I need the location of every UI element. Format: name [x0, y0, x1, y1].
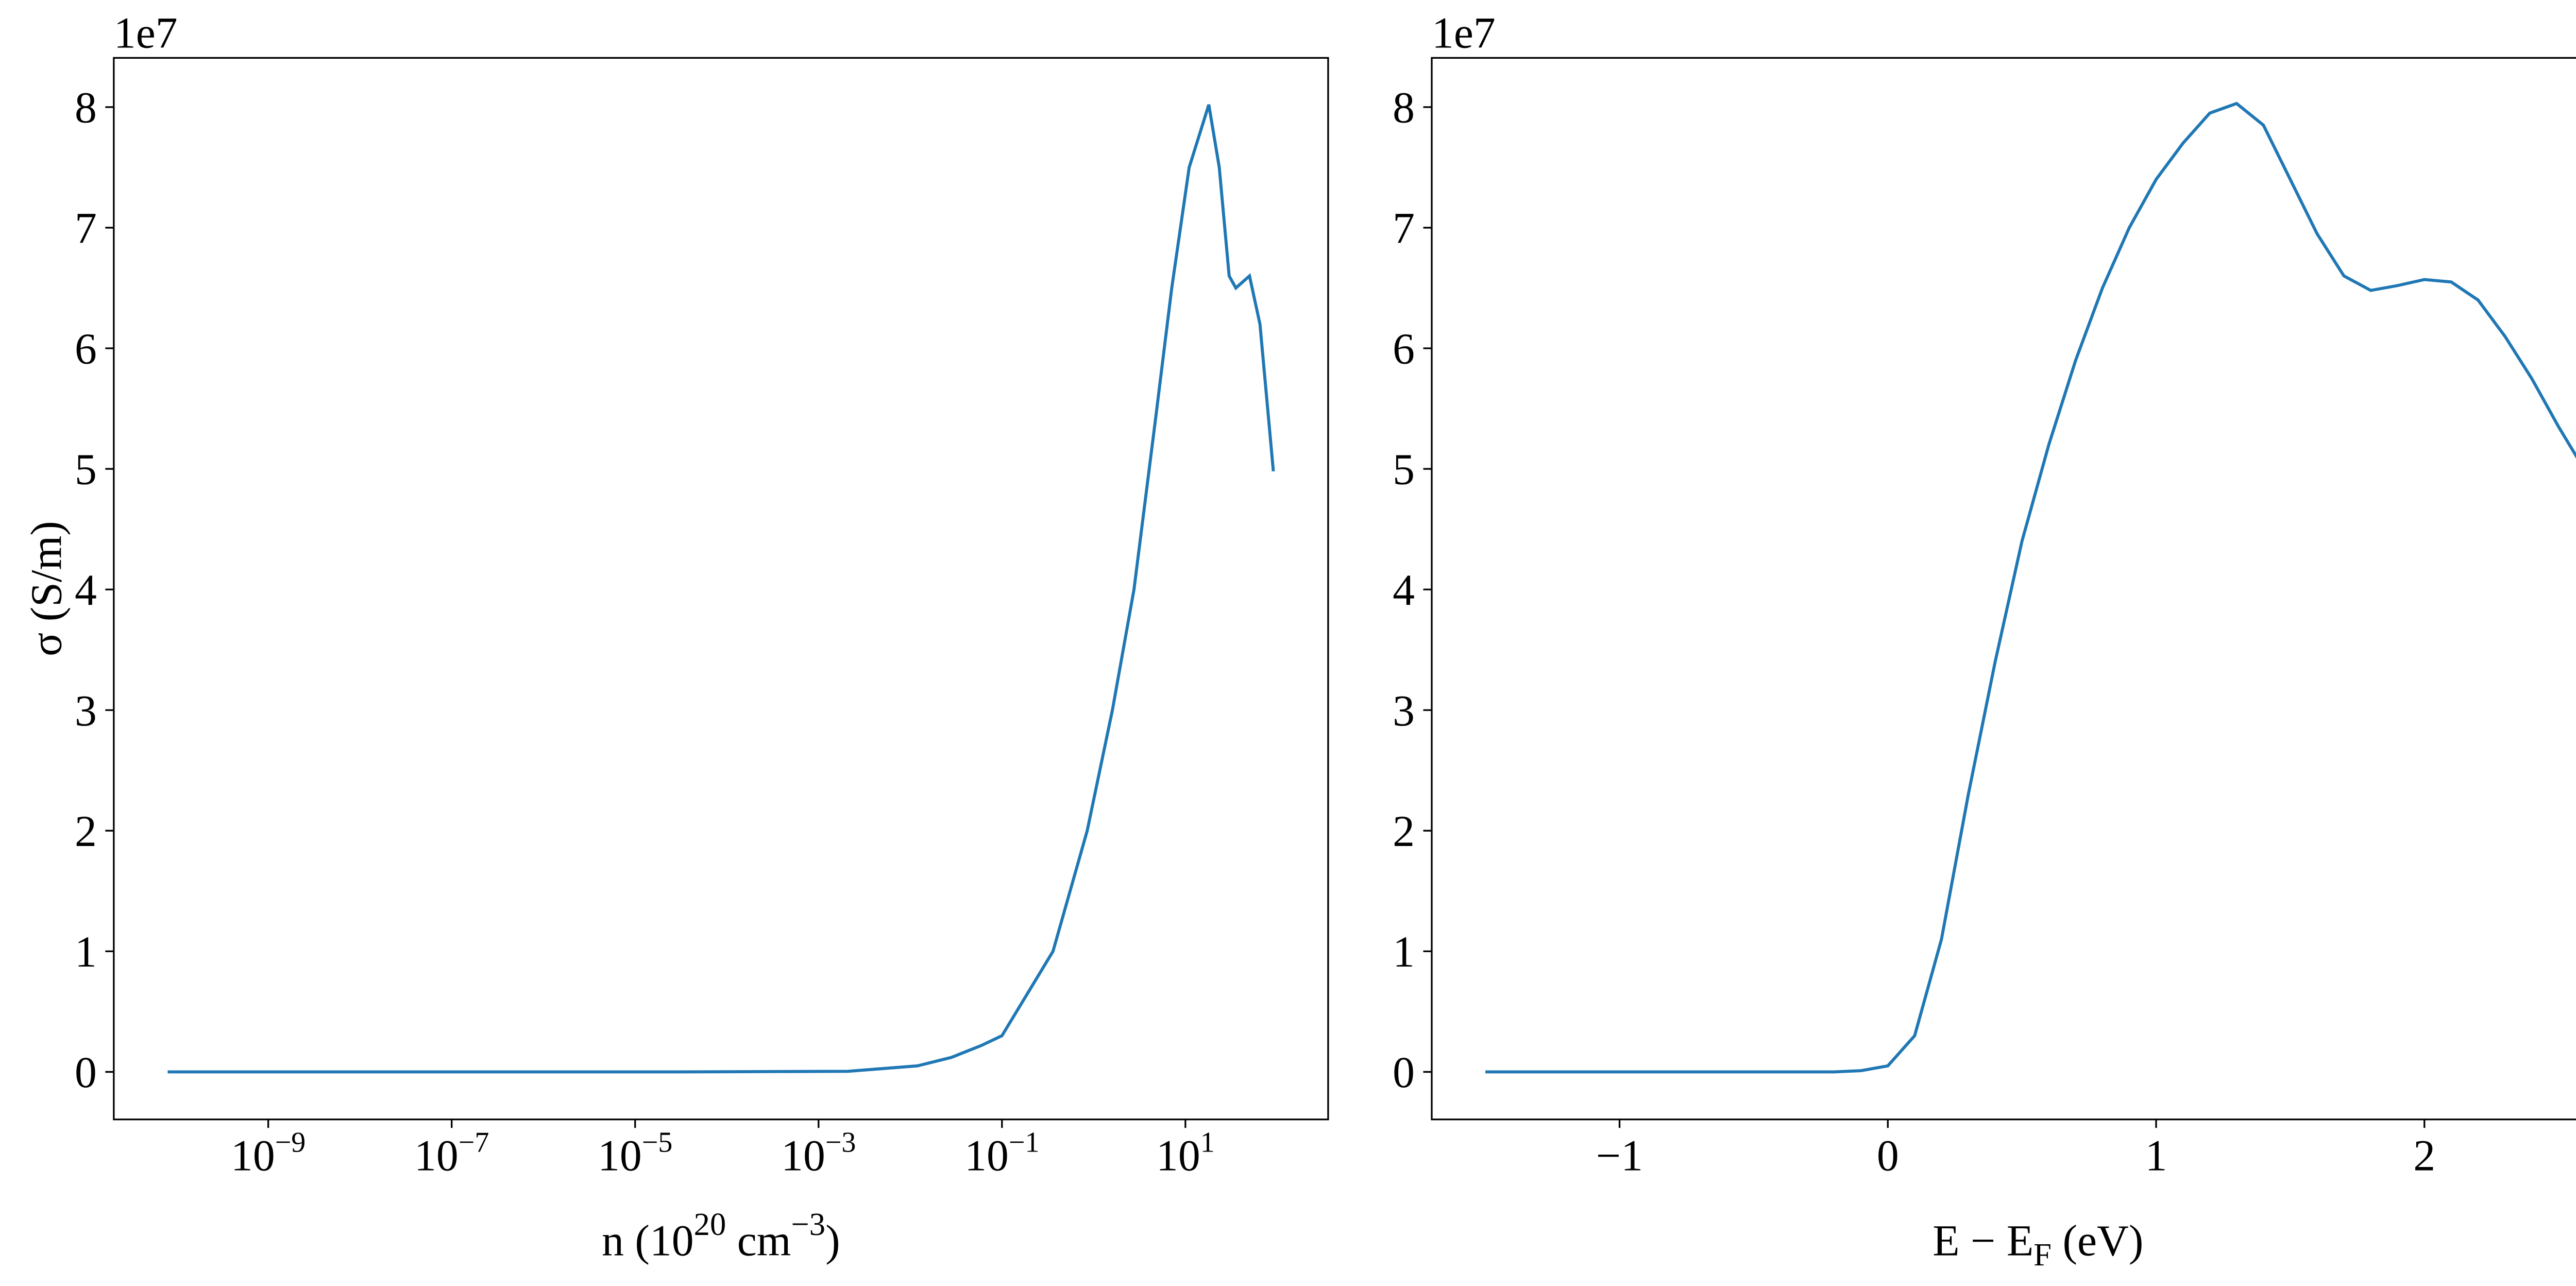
x-tick-label: 10−9: [231, 1126, 306, 1180]
y-tick-label: 2: [1393, 807, 1415, 856]
tick-base: −1: [1596, 1131, 1643, 1180]
y-offset-label: 1e7: [114, 9, 178, 58]
tick-base: 10: [1156, 1131, 1200, 1180]
tick-exponent: −5: [642, 1126, 673, 1158]
data-line: [1485, 101, 2576, 1074]
y-tick-label: 2: [75, 807, 97, 856]
y-tick-label: 3: [1393, 686, 1415, 735]
y-tick-label: 6: [1393, 325, 1415, 374]
y-tick-label: 6: [75, 325, 97, 374]
y-tick-label: 1: [1393, 927, 1415, 976]
y-tick-label: 4: [1393, 566, 1415, 615]
x-tick-label: 10−3: [781, 1126, 856, 1180]
y-tick-label: 1: [75, 927, 97, 976]
x-label-part: ): [825, 1216, 840, 1265]
y-tick-label: 0: [1393, 1048, 1415, 1097]
x-label-part: −3: [791, 1206, 825, 1242]
y-tick-label: 8: [75, 83, 97, 132]
x-tick-label: 10−5: [598, 1126, 672, 1180]
axes-frame: [113, 57, 1329, 1121]
tick-exponent: −7: [459, 1126, 489, 1158]
x-axis-label: E − EF (eV): [1933, 1216, 2143, 1273]
x-tick-label: 0: [1877, 1131, 1899, 1180]
x-label-part: cm: [726, 1216, 791, 1265]
x-tick-label: 2: [2413, 1131, 2435, 1180]
y-tick-label: 0: [75, 1048, 97, 1097]
y-tick-label: 7: [1393, 204, 1415, 253]
x-label-part: 20: [694, 1206, 726, 1242]
x-tick-label: 10−1: [964, 1126, 1039, 1180]
y-tick-label: 5: [75, 445, 97, 494]
tick-base: 10: [781, 1131, 825, 1180]
x-tick-label: 1: [2145, 1131, 2167, 1180]
x-tick-label: −1: [1596, 1131, 1643, 1180]
data-line: [167, 104, 1275, 1074]
x-label-part: F: [2033, 1237, 2052, 1273]
tick-base: 10: [598, 1131, 642, 1180]
y-tick-label: 5: [1393, 445, 1415, 494]
y-offset-label: 1e7: [1432, 9, 1496, 58]
tick-exponent: −1: [1009, 1126, 1040, 1158]
axes-frame: [1431, 57, 2576, 1121]
x-label-part: (eV): [2052, 1216, 2143, 1265]
tick-base: 10: [231, 1131, 275, 1180]
tick-exponent: −9: [275, 1126, 306, 1158]
x-tick-label: 10−7: [414, 1126, 489, 1180]
tick-base: 10: [964, 1131, 1009, 1180]
y-tick-label: 4: [75, 566, 97, 615]
x-tick-label: 101: [1156, 1126, 1215, 1180]
y-axis-label: σ (S/m): [22, 521, 71, 656]
tick-exponent: −3: [825, 1126, 856, 1158]
x-label-part: n (10: [602, 1216, 694, 1265]
y-tick-label: 8: [1393, 83, 1415, 132]
x-axis-label: n (1020 cm−3): [602, 1206, 840, 1265]
y-tick-label: 3: [75, 686, 97, 735]
tick-exponent: 1: [1200, 1126, 1215, 1158]
y-tick-label: 7: [75, 204, 97, 253]
tick-base: 10: [414, 1131, 459, 1180]
x-label-part: E − E: [1933, 1216, 2033, 1265]
